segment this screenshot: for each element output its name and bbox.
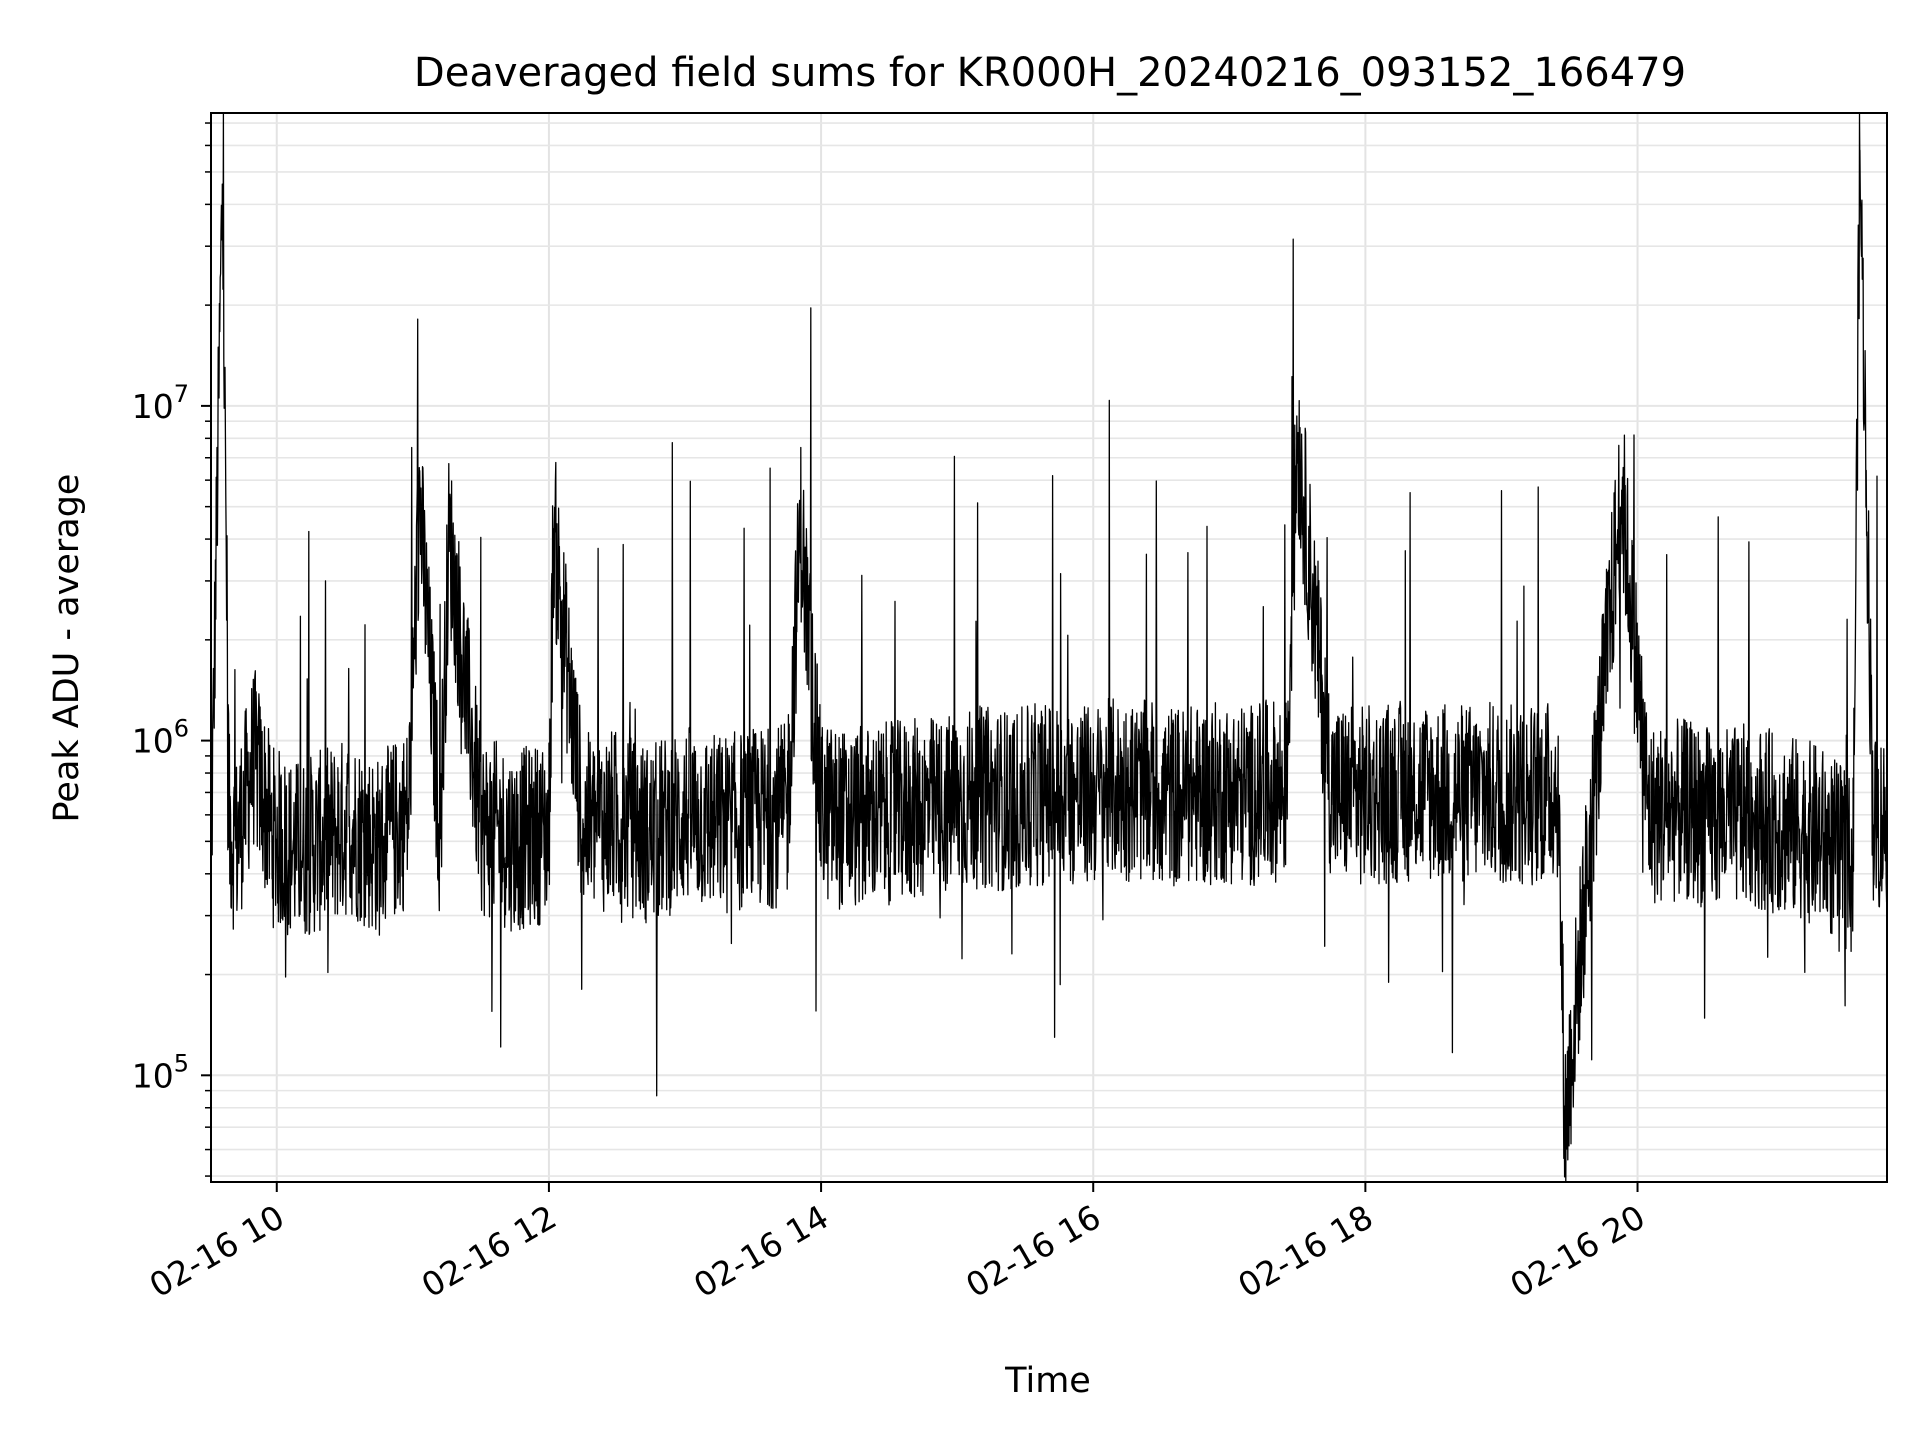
x-tick-label: 02-16 14 <box>687 1197 835 1305</box>
x-axis: 02-16 10 02-16 12 02-16 14 02-16 16 02-16 18… <box>143 1182 1652 1305</box>
y-tick-label: 105 <box>132 1049 189 1095</box>
y-axis: 105 106 107 <box>132 122 211 1177</box>
x-tick-label: 02-16 18 <box>1231 1197 1379 1305</box>
x-tick-label: 02-16 16 <box>959 1197 1107 1305</box>
y-tick-label: 107 <box>132 380 189 426</box>
y-axis-label: Peak ADU - average <box>47 474 87 823</box>
x-axis-label: Time <box>1004 1361 1091 1401</box>
x-tick-label: 02-16 10 <box>143 1197 291 1305</box>
plot-frame <box>210 112 1888 1183</box>
x-tick-label: 02-16 20 <box>1504 1197 1652 1305</box>
y-tick-label: 106 <box>132 715 189 761</box>
series <box>210 112 1888 1183</box>
x-tick-label: 02-16 12 <box>415 1197 563 1305</box>
chart-title: Deaveraged field sums for KR000H_2024021… <box>414 50 1686 96</box>
series-line <box>210 112 1888 1183</box>
